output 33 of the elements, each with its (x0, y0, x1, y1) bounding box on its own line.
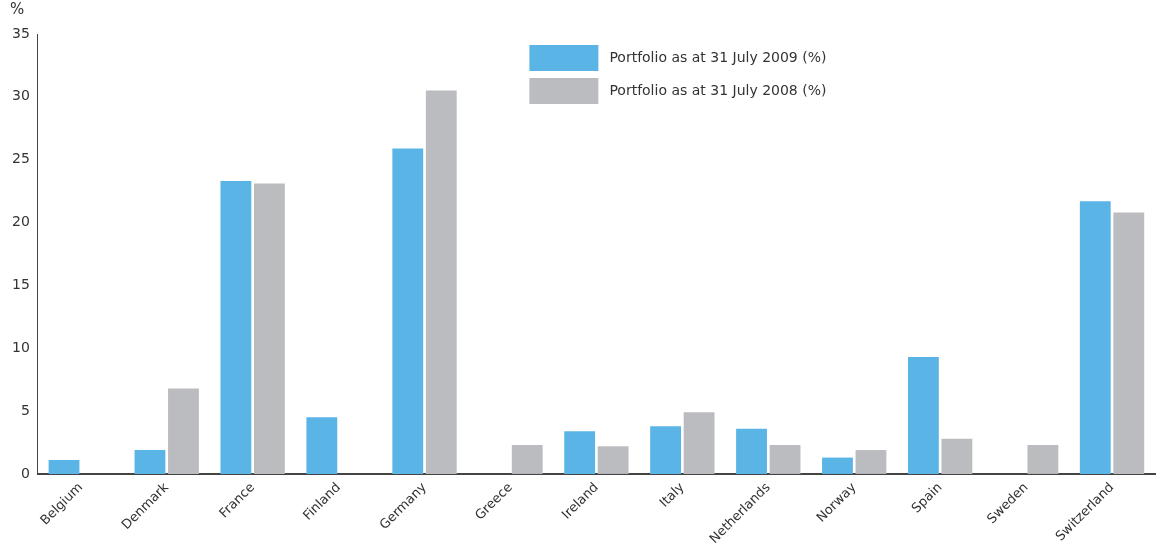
bar (220, 181, 252, 474)
bar (306, 417, 338, 474)
bar (392, 148, 424, 474)
bar (48, 460, 80, 474)
bar (650, 426, 681, 474)
bar (769, 445, 801, 474)
y-tick-label: 5 (20, 401, 30, 418)
y-tick-label: 0 (20, 464, 30, 481)
bar (683, 412, 715, 474)
y-tick-label: 20 (11, 213, 30, 230)
y-axis-title: % (10, 0, 25, 19)
y-tick-label: 25 (11, 150, 30, 167)
bar (822, 457, 853, 474)
bar (1113, 212, 1145, 474)
legend-label: Portfolio as at 31 July 2008 (%) (609, 81, 827, 98)
bar (425, 90, 457, 474)
y-tick-label: 10 (11, 338, 30, 355)
bar (168, 388, 199, 474)
bar (511, 445, 543, 474)
legend-label: Portfolio as at 31 July 2009 (%) (609, 48, 827, 65)
y-tick-label: 15 (11, 276, 30, 293)
bar (134, 450, 166, 474)
bar (736, 428, 767, 474)
bar (907, 357, 939, 474)
bar (597, 446, 629, 474)
y-tick-label: 30 (11, 87, 30, 104)
bar (254, 183, 285, 474)
bar (941, 438, 973, 474)
y-tick-label: 35 (11, 24, 30, 41)
bar (564, 431, 596, 474)
bar (855, 450, 887, 474)
bar (1079, 201, 1111, 474)
bar (1027, 445, 1059, 474)
